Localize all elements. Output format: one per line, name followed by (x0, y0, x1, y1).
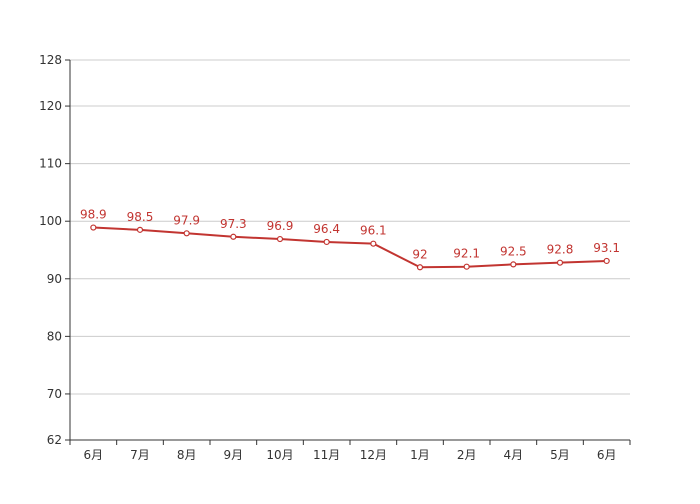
data-point (510, 261, 517, 268)
data-label: 96.4 (313, 222, 340, 236)
x-tick-label: 8月 (177, 448, 197, 462)
data-label: 92 (412, 247, 427, 261)
data-point (556, 259, 564, 266)
data-point (416, 264, 424, 271)
data-point (603, 257, 610, 265)
y-tick-label: 110 (39, 157, 62, 171)
x-tick-label: 6月 (84, 448, 104, 462)
data-point (276, 235, 284, 243)
x-tick-label: 12月 (360, 448, 387, 462)
x-tick-label: 5月 (550, 448, 570, 462)
y-tick-label: 100 (39, 214, 62, 228)
y-tick-label: 62 (47, 433, 62, 447)
data-point (183, 230, 190, 237)
x-tick-label: 11月 (313, 448, 340, 462)
x-tick-label: 1月 (410, 448, 430, 462)
x-tick-label: 4月 (504, 448, 524, 462)
data-label: 97.9 (173, 213, 200, 227)
data-point (370, 240, 377, 247)
data-point (90, 224, 97, 231)
y-tick-label: 80 (47, 329, 62, 343)
series-group (90, 224, 610, 271)
data-label: 92.8 (547, 243, 574, 257)
y-tick-label: 120 (39, 99, 62, 113)
data-labels: 98.9 98.5 97.9 97.3 96.9 96.4 96.1 92 92.1 92.5 92… (80, 208, 620, 262)
y-tick-label: 70 (47, 387, 62, 401)
data-label: 92.5 (500, 244, 527, 258)
x-tick-label: 10月 (266, 448, 293, 462)
axes: 62 70 80 90 100 110 120 128 6月 7月 8月 9月 10月 11月 12月 1月 2… (39, 53, 631, 462)
y-tick-label: 90 (47, 272, 62, 286)
data-label: 96.9 (267, 219, 294, 233)
x-tick-label: 6月 (597, 448, 617, 462)
gridlines (70, 59, 630, 395)
data-label: 98.9 (80, 208, 107, 222)
y-tick-label: 128 (39, 53, 62, 67)
data-label: 97.3 (220, 217, 247, 231)
data-label: 98.5 (127, 210, 154, 224)
x-tick-label: 9月 (224, 448, 244, 462)
data-label: 96.1 (360, 224, 387, 238)
data-point (136, 226, 144, 233)
x-tick-label: 2月 (457, 448, 477, 462)
x-tick-label: 7月 (130, 448, 150, 462)
data-label: 93.1 (593, 241, 620, 255)
series-line (93, 226, 607, 269)
data-point (463, 263, 470, 270)
data-point (230, 233, 237, 240)
data-point (323, 238, 330, 246)
data-label: 92.1 (453, 247, 480, 261)
